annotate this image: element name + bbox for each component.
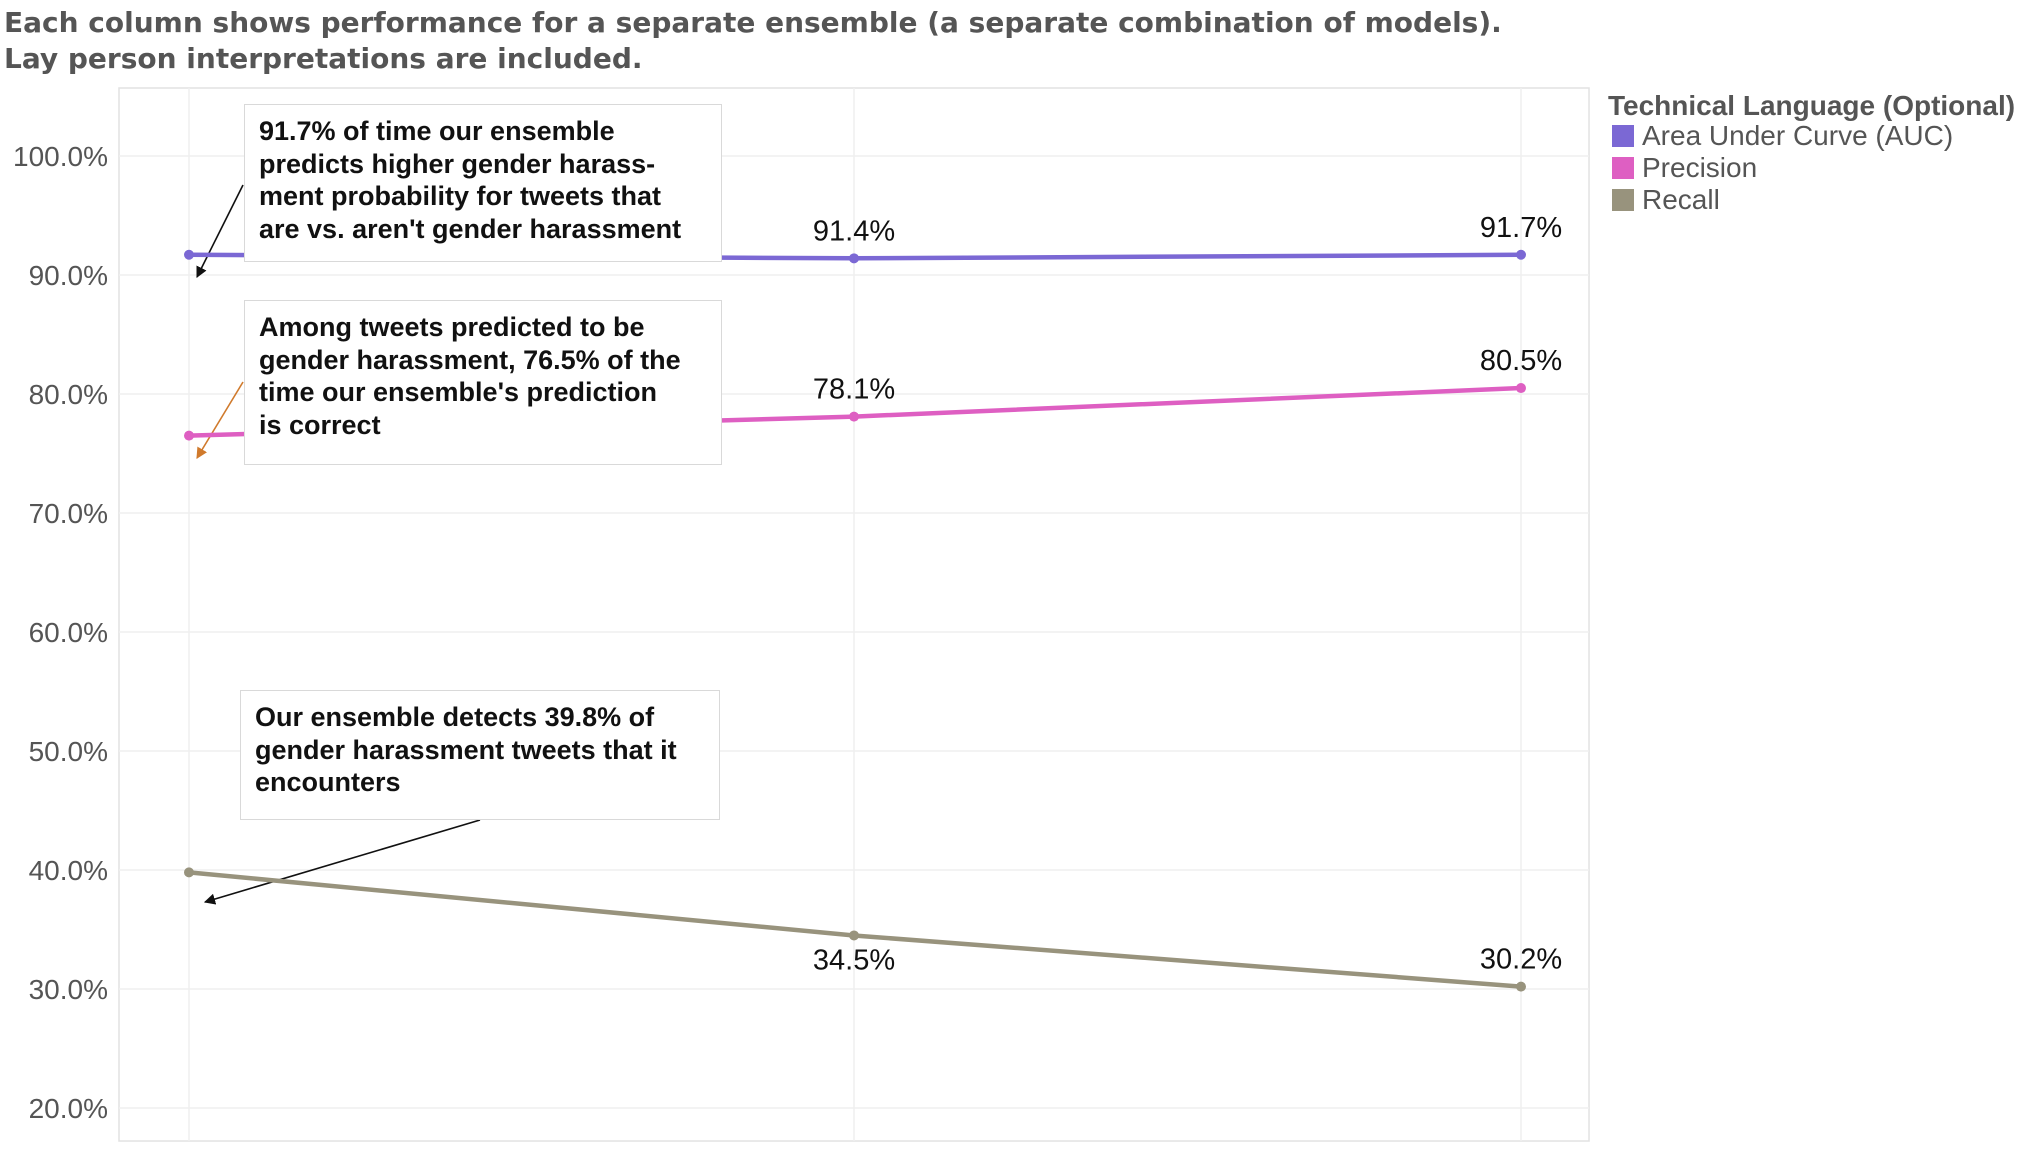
legend-swatch-precision <box>1612 157 1634 179</box>
y-tick-label: 40.0% <box>29 855 108 886</box>
legend-item-precision[interactable]: Precision <box>1612 152 1757 184</box>
legend-swatch-recall <box>1612 189 1634 211</box>
y-tick-label: 100.0% <box>13 141 108 172</box>
y-tick-label: 50.0% <box>29 736 108 767</box>
legend-swatch-auc <box>1612 125 1634 147</box>
annotation-auc-line: 91.7% of time our ensemble <box>259 116 615 146</box>
annotation-arrow-auc <box>196 184 244 279</box>
legend-label-recall: Recall <box>1642 184 1720 215</box>
data-point-auc[interactable] <box>1516 249 1526 260</box>
data-label-auc: 91.4% <box>813 215 895 247</box>
annotation-auc-line: ment probability for tweets that <box>259 181 662 211</box>
legend-item-auc[interactable]: Area Under Curve (AUC) <box>1612 120 1953 152</box>
chart-title: Each column shows performance for a sepa… <box>4 6 1502 39</box>
annotation-recall-line: Our ensemble detects 39.8% of <box>255 702 655 732</box>
data-label-recall: 34.5% <box>813 944 895 976</box>
chart-subtitle: Lay person interpretations are included. <box>4 42 643 75</box>
annotation-precision-line: Among tweets predicted to be <box>259 312 645 342</box>
data-point-auc[interactable] <box>849 253 859 264</box>
data-label-precision: 78.1% <box>813 374 895 406</box>
annotation-precision-line: gender harassment, 76.5% of the <box>259 344 681 375</box>
annotation-precision-line: is correct <box>259 409 381 440</box>
data-point-precision[interactable] <box>1516 383 1526 394</box>
data-point-recall[interactable] <box>849 930 859 941</box>
annotation-precision-line: time our ensemble's prediction <box>259 377 658 407</box>
legend-item-recall[interactable]: Recall <box>1612 184 1720 216</box>
data-point-precision[interactable] <box>184 430 194 441</box>
data-point-recall[interactable] <box>184 867 194 878</box>
data-point-recall[interactable] <box>1516 981 1526 992</box>
annotation-arrow-recall <box>203 819 481 905</box>
data-label-recall: 30.2% <box>1480 944 1562 976</box>
legend-title: Technical Language (Optional) <box>1608 90 2016 121</box>
annotation-auc-line: are vs. aren't gender harassment <box>259 213 682 244</box>
legend-label-precision: Precision <box>1642 152 1758 183</box>
data-label-precision: 80.5% <box>1480 345 1562 377</box>
annotation-auc: 91.7% of time our ensemble predicts high… <box>244 104 722 262</box>
y-tick-label: 60.0% <box>29 617 108 648</box>
annotation-precision: Among tweets predicted to be gender hara… <box>244 300 722 465</box>
data-label-auc: 91.7% <box>1480 212 1562 244</box>
y-tick-label: 90.0% <box>29 260 108 291</box>
annotation-recall-line: gender harassment tweets that it <box>255 734 677 765</box>
annotation-recall: Our ensemble detects 39.8% of gender har… <box>240 690 720 820</box>
data-point-precision[interactable] <box>849 411 859 422</box>
y-tick-label: 30.0% <box>29 974 108 1005</box>
annotation-arrow-precision <box>196 381 244 459</box>
annotation-recall-line: encounters <box>255 767 401 797</box>
data-point-auc[interactable] <box>184 249 194 260</box>
legend-label-auc: Area Under Curve (AUC) <box>1642 120 1954 151</box>
annotation-auc-line: predicts higher gender harass- <box>259 148 656 179</box>
y-tick-label: 80.0% <box>29 379 108 410</box>
y-tick-label: 20.0% <box>29 1093 108 1124</box>
y-tick-label: 70.0% <box>29 498 108 529</box>
